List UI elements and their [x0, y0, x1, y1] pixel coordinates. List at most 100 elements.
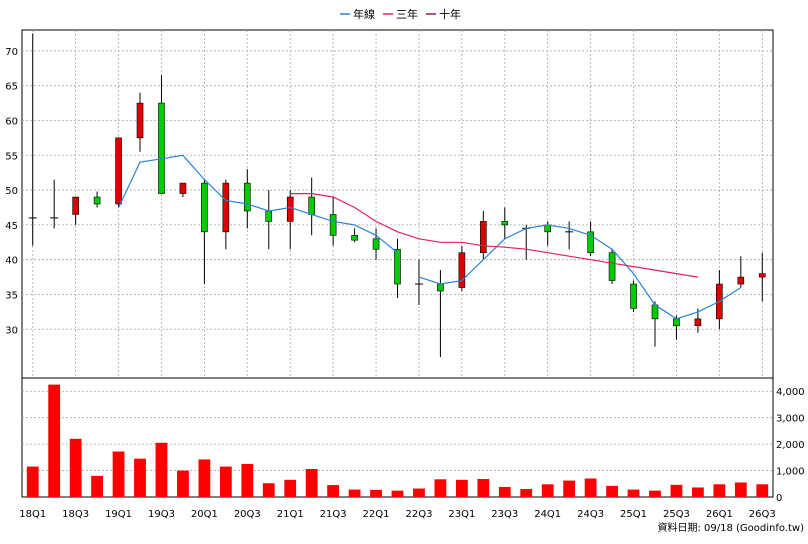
volume-bar: [284, 479, 297, 497]
candle-body: [394, 248, 401, 285]
legend-label-2: 十年: [439, 7, 461, 21]
volume-bar: [69, 438, 82, 497]
volume-bar: [563, 480, 576, 497]
candle-body: [480, 221, 487, 254]
price-tick-label: 55: [5, 151, 18, 162]
volume-bar: [241, 463, 254, 497]
candle-body: [265, 210, 273, 222]
x-axis: 18Q1 18Q3 19Q1 19Q3 20Q1 20Q3 21Q1 21Q3 22Q1 22Q3…: [19, 509, 776, 520]
x-tick-label: 22Q3: [405, 509, 432, 520]
volume-bar: [112, 451, 125, 497]
ma-annual-line-early: [118, 154, 398, 254]
volume-bar: [327, 485, 340, 497]
price-tick-label: 40: [5, 256, 18, 267]
volume-bar: [713, 484, 726, 497]
volume-bar: [413, 488, 425, 497]
candle-body: [673, 318, 680, 327]
volume-bar: [219, 466, 232, 497]
x-tick-label: 21Q1: [277, 509, 304, 520]
x-tick-label: 18Q1: [19, 509, 46, 520]
candle-body: [544, 224, 552, 233]
x-tick-label: 24Q1: [534, 509, 561, 520]
volume-bar: [606, 485, 618, 497]
volume-bar: [627, 489, 640, 497]
candle-body: [72, 196, 79, 215]
volume-bar: [134, 458, 146, 497]
price-tick-label: 70: [5, 47, 18, 58]
ma-three-year-line: [290, 193, 698, 278]
volume-bar: [498, 486, 511, 497]
x-tick-label: 19Q3: [148, 509, 175, 520]
candle-body: [587, 231, 594, 254]
candle-body: [458, 252, 466, 288]
volume-tick-label: 4,000: [776, 387, 805, 398]
x-tick-label: 22Q1: [363, 509, 390, 520]
x-tick-label: 25Q1: [620, 509, 647, 520]
volume-bar: [670, 484, 683, 497]
volume-bar: [434, 479, 447, 497]
volume-tick-label: 3,000: [776, 414, 805, 425]
x-tick-label: 26Q1: [706, 509, 733, 520]
x-tick-label: 25Q3: [663, 509, 690, 520]
candle-body: [136, 102, 144, 139]
candle-body: [651, 304, 659, 320]
x-tick-label: 26Q3: [749, 509, 776, 520]
volume-bar: [734, 482, 747, 497]
x-tick-label: 20Q3: [234, 509, 261, 520]
x-tick-label: 23Q3: [491, 509, 518, 520]
x-tick-label: 24Q3: [577, 509, 604, 520]
candle-body: [286, 196, 294, 222]
candle-body: [201, 182, 208, 233]
candle-body: [115, 137, 122, 205]
x-tick-label: 19Q1: [105, 509, 132, 520]
chart-legend: 年線 三年 十年: [340, 7, 461, 21]
volume-bar: [477, 479, 490, 497]
volume-tick-label: 2,000: [776, 440, 805, 451]
price-panel: 30 35 40 45 50 55 60 65 70: [5, 29, 774, 497]
volume-bar: [262, 483, 275, 497]
candle-body: [222, 182, 230, 233]
volume-bar: [756, 484, 769, 497]
ma-annual-line: [418, 224, 742, 320]
candle-body: [501, 221, 509, 226]
x-tick-label: 23Q1: [448, 509, 475, 520]
volume-frame: [21, 377, 774, 498]
price-tick-label: 30: [5, 325, 18, 336]
volume-bar: [198, 459, 211, 497]
volume-tick-label: 1,000: [776, 467, 805, 478]
candle-body: [308, 196, 315, 215]
candle-body: [243, 182, 251, 212]
volume-bar: [649, 490, 661, 497]
x-tick-label: 21Q3: [320, 509, 347, 520]
candle-body: [630, 283, 637, 309]
volume-bar: [455, 479, 468, 497]
volume-bar: [305, 468, 318, 497]
volume-bar: [520, 489, 533, 497]
price-tick-label: 65: [5, 82, 18, 93]
volume-bar: [348, 489, 361, 497]
candle-body: [351, 235, 358, 241]
volume-bar: [584, 478, 597, 497]
price-tick-label: 35: [5, 290, 18, 301]
candle-body: [437, 283, 444, 292]
candle-body: [179, 182, 187, 194]
volume-bar: [391, 490, 404, 497]
x-tick-label: 20Q1: [191, 509, 218, 520]
candle-body: [93, 196, 101, 205]
price-frame: [21, 29, 774, 379]
volume-bar: [370, 489, 382, 497]
price-tick-label: 50: [5, 186, 18, 197]
price-tick-label: 60: [5, 116, 18, 127]
volume-bar: [91, 475, 104, 497]
candle-body: [158, 102, 165, 194]
volume-panel: 0 1,000 2,000 3,000 4,000: [21, 377, 805, 504]
data-date-footer: 資料日期: 09/18 (Goodinfo.tw): [657, 521, 804, 534]
candle-body: [372, 238, 380, 250]
volume-bar: [177, 470, 189, 497]
candle-body: [694, 318, 702, 327]
volume-bar: [155, 442, 168, 497]
price-tick-label: 45: [5, 221, 18, 232]
volume-bar: [48, 384, 61, 497]
